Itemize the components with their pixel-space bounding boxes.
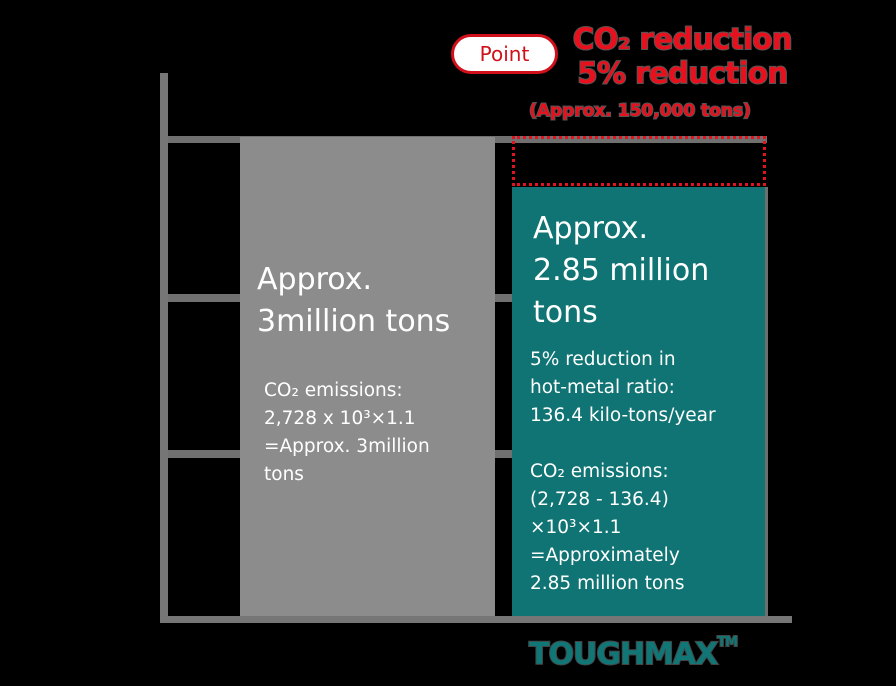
detail-line [530, 430, 716, 458]
headline-line-2: 5% reduction [576, 55, 789, 91]
detail-line: =Approx. 3million [264, 436, 430, 457]
headline-line-1: CO₂ reduction [572, 21, 794, 57]
title-line: Approx. [257, 262, 373, 297]
reduction-subline: (Approx. 150,000 tons) [528, 100, 752, 122]
brand-name: TOUGHMAX [528, 636, 719, 673]
detail-line: CO₂ emissions: [264, 380, 403, 401]
y-axis [160, 73, 168, 623]
bar-conventional-title: Approx. 3million tons [257, 259, 450, 343]
point-badge: Point [451, 34, 558, 74]
bar-toughmax-title: Approx. 2.85 million tons [533, 208, 709, 334]
detail-line: ×10³×1.1 [530, 517, 622, 538]
trademark-mark: TM [716, 634, 739, 651]
reduction-box [512, 136, 766, 186]
title-line: 3million tons [257, 304, 451, 339]
title-line: tons [533, 295, 598, 330]
detail-line: =Approximately [530, 545, 680, 566]
detail-line: 2,728 x 10³×1.1 [264, 408, 416, 429]
detail-line: 5% reduction in [530, 349, 676, 370]
bar-conventional [240, 137, 495, 616]
point-label: Point [479, 42, 530, 66]
bar-toughmax-detail: 5% reduction in hot-metal ratio: 136.4 k… [530, 346, 716, 598]
x-axis [160, 616, 792, 623]
title-line: 2.85 million [533, 253, 710, 288]
bar-toughmax [512, 187, 768, 616]
detail-line: CO₂ emissions: [530, 461, 669, 482]
title-line: Approx. [533, 211, 649, 246]
detail-line: tons [264, 464, 304, 485]
detail-line: hot-metal ratio: [530, 377, 675, 398]
detail-line: 136.4 kilo-tons/year [530, 405, 716, 426]
bar-conventional-detail: CO₂ emissions: 2,728 x 10³×1.1 =Approx. … [264, 377, 430, 489]
x-label-toughmax: TOUGHMAXTM [528, 634, 739, 673]
detail-line: (2,728 - 136.4) [530, 489, 669, 510]
reduction-headline: CO₂ reduction 5% reduction [560, 21, 805, 91]
detail-line: 2.85 million tons [530, 573, 685, 594]
